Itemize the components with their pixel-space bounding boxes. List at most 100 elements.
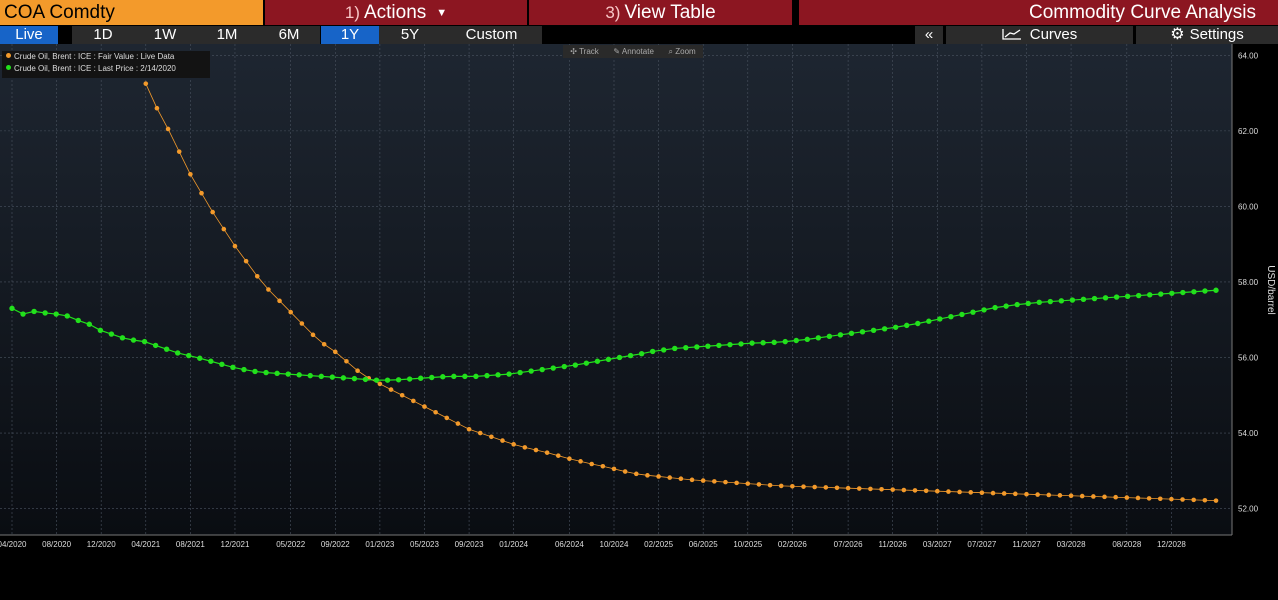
data-point[interactable] — [1068, 493, 1074, 499]
data-point[interactable] — [1202, 288, 1208, 294]
data-point[interactable] — [790, 483, 795, 489]
data-point[interactable] — [912, 488, 918, 493]
data-point[interactable] — [923, 488, 929, 494]
data-point[interactable] — [1113, 494, 1118, 500]
data-point[interactable] — [9, 305, 15, 312]
data-point[interactable] — [307, 372, 313, 379]
data-point[interactable] — [815, 335, 822, 341]
data-point[interactable] — [901, 487, 907, 493]
data-point[interactable] — [656, 474, 661, 479]
data-point[interactable] — [672, 345, 678, 352]
data-point[interactable] — [990, 490, 996, 496]
data-point[interactable] — [285, 371, 291, 377]
actions-menu-button[interactable]: 1) Actions ▼ — [265, 0, 527, 25]
data-point[interactable] — [561, 363, 567, 370]
data-point[interactable] — [1135, 495, 1141, 501]
data-point[interactable] — [351, 375, 358, 382]
range-1y-button[interactable]: 1Y — [321, 26, 379, 44]
view-table-button[interactable]: 3) View Table — [529, 0, 792, 25]
data-point[interactable] — [332, 349, 338, 355]
range-5y-button[interactable]: 5Y — [379, 26, 441, 44]
data-point[interactable] — [1180, 497, 1185, 502]
data-point[interactable] — [957, 489, 962, 495]
data-point[interactable] — [683, 344, 689, 351]
data-point[interactable] — [879, 486, 884, 492]
data-point[interactable] — [812, 484, 817, 490]
data-point[interactable] — [108, 331, 115, 337]
data-point[interactable] — [694, 344, 700, 350]
data-point[interactable] — [406, 376, 413, 382]
data-point[interactable] — [979, 490, 985, 495]
data-point[interactable] — [667, 475, 673, 480]
data-point[interactable] — [1169, 290, 1175, 296]
data-point[interactable] — [143, 81, 149, 86]
range-6m-button[interactable]: 6M — [258, 26, 320, 44]
data-point[interactable] — [716, 342, 722, 349]
range-1m-button[interactable]: 1M — [196, 26, 258, 44]
data-point[interactable] — [749, 340, 755, 346]
collapse-button[interactable]: « — [915, 26, 943, 44]
data-point[interactable] — [678, 476, 684, 482]
data-point[interactable] — [321, 341, 327, 347]
data-point[interactable] — [1080, 296, 1087, 303]
data-point[interactable] — [745, 481, 751, 486]
data-point[interactable] — [362, 376, 369, 383]
data-point[interactable] — [550, 365, 556, 371]
data-point[interactable] — [152, 342, 159, 349]
data-point[interactable] — [1124, 495, 1130, 500]
data-point[interactable] — [1003, 303, 1009, 309]
legend-item-fair-value[interactable]: Crude Oil, Brent : ICE : Fair Value : Li… — [2, 51, 210, 63]
data-point[interactable] — [760, 340, 766, 346]
data-point[interactable] — [567, 456, 572, 462]
data-point[interactable] — [661, 347, 667, 353]
data-point[interactable] — [1135, 292, 1142, 299]
data-point[interactable] — [174, 350, 181, 356]
data-point[interactable] — [856, 486, 862, 491]
data-point[interactable] — [1213, 287, 1219, 293]
data-point[interactable] — [86, 321, 93, 327]
data-point[interactable] — [627, 352, 634, 359]
data-point[interactable] — [594, 358, 601, 364]
data-point[interactable] — [771, 339, 777, 346]
data-point[interactable] — [937, 316, 943, 322]
data-point[interactable] — [484, 372, 490, 379]
data-point[interactable] — [1146, 496, 1152, 501]
data-point[interactable] — [440, 374, 446, 380]
data-point[interactable] — [622, 469, 628, 474]
data-point[interactable] — [834, 485, 840, 491]
data-point[interactable] — [1001, 491, 1007, 496]
data-point[interactable] — [870, 327, 877, 333]
data-point[interactable] — [53, 311, 59, 317]
data-point[interactable] — [904, 322, 910, 329]
settings-button[interactable]: ⚙ Settings — [1136, 26, 1278, 44]
data-point[interactable] — [197, 355, 203, 361]
data-point[interactable] — [243, 258, 249, 264]
data-point[interactable] — [277, 298, 282, 304]
data-point[interactable] — [288, 309, 294, 315]
data-point[interactable] — [230, 364, 236, 371]
data-point[interactable] — [64, 313, 70, 319]
annotate-tool[interactable]: ✎ Annotate — [613, 45, 654, 58]
data-point[interactable] — [429, 374, 435, 381]
data-point[interactable] — [705, 343, 711, 349]
data-point[interactable] — [1147, 292, 1153, 298]
track-tool[interactable]: ✣ Track — [570, 45, 598, 58]
data-point[interactable] — [355, 368, 360, 374]
data-point[interactable] — [1013, 491, 1018, 497]
range-live-button[interactable]: Live — [0, 26, 58, 44]
data-point[interactable] — [981, 307, 987, 313]
data-point[interactable] — [42, 310, 48, 316]
data-point[interactable] — [399, 392, 405, 398]
data-point[interactable] — [782, 338, 788, 345]
data-point[interactable] — [959, 311, 965, 318]
data-point[interactable] — [1058, 298, 1065, 304]
data-point[interactable] — [837, 332, 844, 338]
data-point[interactable] — [948, 313, 954, 320]
data-point[interactable] — [826, 333, 833, 340]
data-point[interactable] — [1124, 293, 1131, 299]
data-point[interactable] — [221, 226, 227, 232]
data-point[interactable] — [611, 466, 617, 472]
data-point[interactable] — [600, 463, 606, 469]
data-point[interactable] — [411, 398, 416, 404]
data-point[interactable] — [934, 488, 940, 494]
